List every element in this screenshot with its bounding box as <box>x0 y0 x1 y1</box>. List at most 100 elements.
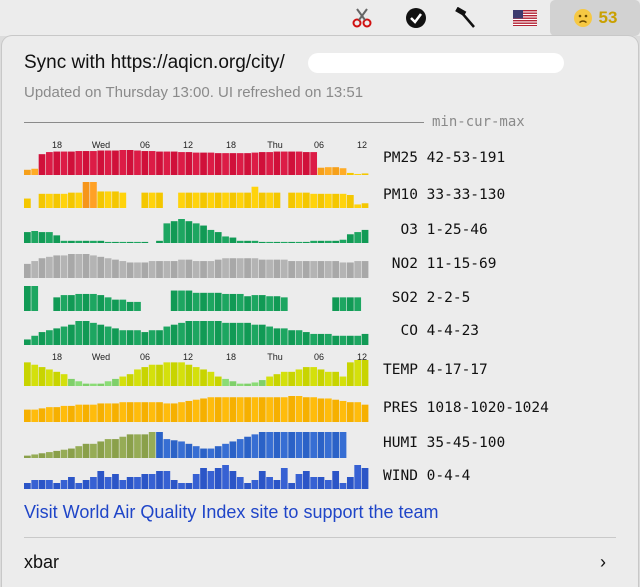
bar <box>75 254 83 278</box>
bar <box>280 297 288 311</box>
bar <box>266 259 273 278</box>
bar <box>178 192 185 208</box>
bar <box>185 321 193 345</box>
bar <box>134 434 141 458</box>
bar <box>200 292 207 311</box>
us-flag-icon[interactable] <box>512 0 538 36</box>
bar <box>214 376 222 386</box>
bar <box>222 443 229 458</box>
bar <box>163 403 171 422</box>
chart-label-no2: NO2 11-15-69 <box>383 256 497 272</box>
bar <box>244 436 251 458</box>
bar <box>192 399 200 422</box>
bar <box>46 407 53 422</box>
bar <box>46 232 53 243</box>
bar <box>104 241 112 243</box>
bar <box>60 374 68 386</box>
chart-label-so2: SO2 2-2-5 <box>383 290 471 306</box>
bar <box>266 477 273 489</box>
sync-title[interactable]: Sync with https://aqicn.org/city/ <box>24 52 285 73</box>
bar <box>97 295 105 311</box>
bar <box>163 261 171 278</box>
bar <box>90 477 97 489</box>
bar <box>192 367 200 386</box>
tick-label: 06 <box>313 352 325 362</box>
bar <box>163 223 171 243</box>
bar <box>222 192 229 208</box>
bar <box>258 471 266 489</box>
bar <box>141 151 149 175</box>
bar <box>46 452 53 458</box>
bar <box>236 439 244 458</box>
bar <box>302 152 310 175</box>
bar <box>134 262 141 278</box>
bar <box>229 192 237 208</box>
bar <box>266 432 273 458</box>
bar <box>97 324 105 345</box>
bar <box>82 151 90 175</box>
scissors-icon[interactable] <box>350 0 374 36</box>
bar <box>119 376 127 386</box>
tick-label: 12 <box>182 140 194 150</box>
bar <box>141 434 149 458</box>
bar <box>60 240 68 243</box>
bar <box>156 402 163 422</box>
bar <box>302 192 310 208</box>
bar <box>236 192 244 208</box>
bar <box>119 261 127 278</box>
bar <box>156 151 163 175</box>
bar <box>236 240 244 243</box>
bar <box>354 297 362 311</box>
bar <box>229 322 237 345</box>
bar <box>75 240 83 243</box>
bar <box>332 399 340 422</box>
bar <box>354 360 362 386</box>
bar <box>192 321 200 345</box>
bar <box>207 448 215 458</box>
bar <box>148 432 156 458</box>
bar <box>178 483 185 489</box>
xbar-menu-item[interactable]: xbar <box>24 552 60 572</box>
hammer-icon[interactable] <box>452 0 480 36</box>
bar <box>126 434 134 458</box>
bar <box>200 468 207 489</box>
bar <box>24 198 31 208</box>
bar <box>170 480 178 489</box>
bar <box>156 261 163 278</box>
bar <box>90 404 97 422</box>
bar <box>68 405 75 422</box>
aqi-value: 53 <box>598 8 618 27</box>
bar <box>82 443 90 458</box>
bar <box>200 261 207 278</box>
bar <box>185 483 193 489</box>
bar <box>104 403 112 422</box>
bar <box>112 150 119 175</box>
bar <box>163 439 171 458</box>
bar <box>31 168 39 175</box>
bar <box>295 396 303 422</box>
bar <box>207 229 215 243</box>
bar <box>53 371 61 386</box>
waqi-support-link[interactable]: Visit World Air Quality Index site to su… <box>24 502 439 522</box>
bar <box>134 477 141 489</box>
checkmark-circle-icon[interactable] <box>404 0 428 36</box>
bar <box>295 192 303 208</box>
bar <box>251 397 259 422</box>
bar <box>46 369 53 386</box>
chart-label-co: CO 4-4-23 <box>383 323 480 339</box>
chart-label-wind: WIND 0-4-4 <box>383 468 471 484</box>
bar <box>317 240 325 243</box>
bar <box>38 367 46 386</box>
bar <box>170 440 178 458</box>
bar <box>112 439 119 458</box>
bar <box>200 448 207 458</box>
bar <box>258 192 266 208</box>
time-axis-ticks: 18 Wed 06 12 18 Thu 06 12 <box>24 352 369 364</box>
bar <box>200 369 207 386</box>
bar <box>310 367 318 386</box>
bar <box>141 367 149 386</box>
bar <box>60 326 68 345</box>
bar <box>317 333 325 345</box>
aqi-status-item[interactable]: 53 <box>550 0 640 36</box>
bar <box>346 172 354 175</box>
